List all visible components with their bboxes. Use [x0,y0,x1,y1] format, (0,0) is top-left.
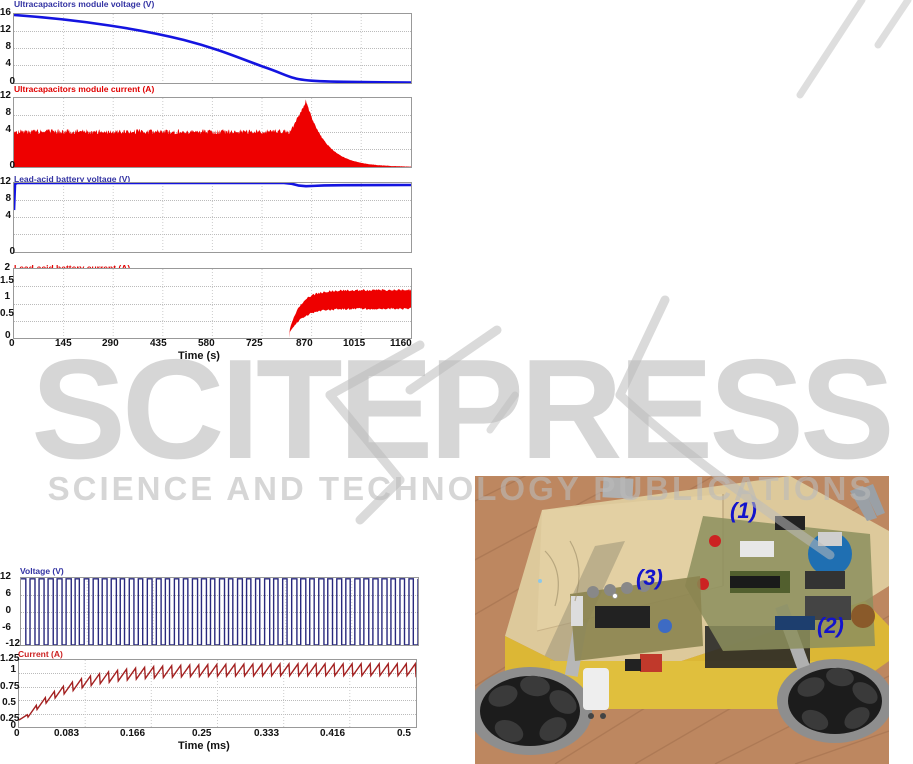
svg-text:SCITEPRESS: SCITEPRESS [31,330,891,489]
